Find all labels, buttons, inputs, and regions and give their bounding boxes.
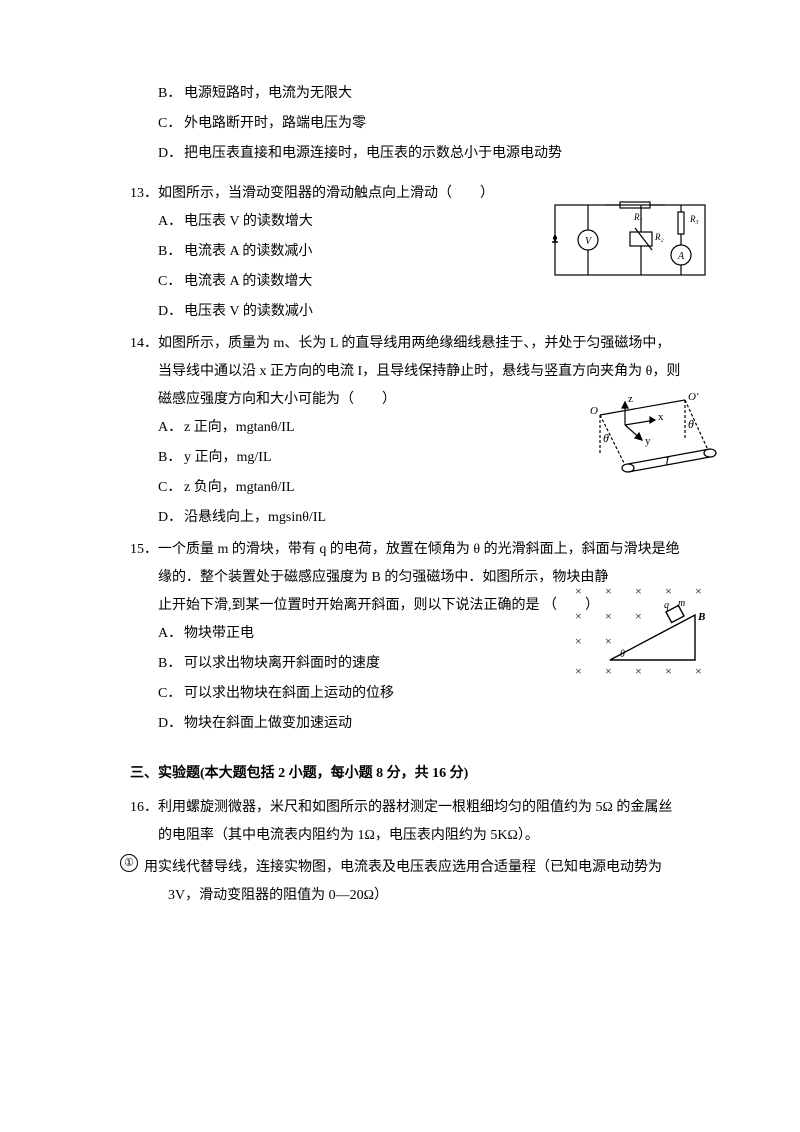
- question-number: 16．: [130, 794, 158, 850]
- q12-options: B． 电源短路时，电流为无限大 C． 外电路断开时，路端电压为零 D． 把电压表…: [158, 80, 700, 168]
- option-row: D． 电压表 V 的读数减小: [158, 298, 700, 326]
- sub-question-1: ① 用实线代替导线，连接实物图，电流表及电压表应选用合适量程（已知电源电动势为 …: [120, 854, 700, 910]
- incline-diagram-icon: × × × × × × × × × × × × × × × θ q m B: [570, 580, 710, 690]
- r3-label: R₃: [689, 214, 699, 224]
- sub-line: 用实线代替导线，连接实物图，电流表及电压表应选用合适量程（已知电源电动势为: [144, 854, 700, 882]
- b-label: B: [697, 611, 705, 623]
- question-number: 14．: [130, 330, 158, 414]
- svg-text:×: ×: [605, 664, 612, 678]
- option-letter: B．: [158, 238, 184, 266]
- y-label: y: [645, 435, 651, 447]
- option-text: 物块带正电: [184, 620, 254, 648]
- option-text: 电流表 A 的读数增大: [184, 268, 312, 296]
- q-label: q: [664, 600, 669, 611]
- svg-text:×: ×: [665, 584, 672, 598]
- circled-number-icon: ①: [120, 854, 138, 872]
- option-text: 沿悬线向上，mgsinθ/IL: [184, 504, 326, 532]
- option-letter: D．: [158, 710, 184, 738]
- m-label: m: [678, 598, 685, 609]
- question-number: 15．: [130, 536, 158, 620]
- x-label: x: [658, 411, 664, 423]
- theta-label-2: θ: [688, 417, 694, 431]
- theta-label: θ: [620, 649, 625, 660]
- option-letter: B．: [158, 444, 184, 472]
- svg-text:×: ×: [605, 609, 612, 623]
- svg-text:×: ×: [635, 609, 642, 623]
- stem-line: 利用螺旋测微器，米尺和如图所示的器材测定一根粗细均匀的阻值约为 5Ω 的金属丝: [158, 794, 700, 822]
- svg-text:×: ×: [575, 664, 582, 678]
- option-letter: B．: [158, 650, 184, 678]
- option-text: 电流表 A 的读数减小: [184, 238, 312, 266]
- stem-line: 当导线中通以沿 x 正方向的电流 I，且导线保持静止时，悬线与竖直方向夹角为 θ…: [158, 358, 700, 386]
- option-letter: C．: [158, 474, 184, 502]
- r1-label: R₁: [633, 212, 643, 222]
- option-letter: A．: [158, 620, 184, 648]
- svg-text:×: ×: [575, 634, 582, 648]
- option-letter: A．: [158, 414, 184, 442]
- svg-text:×: ×: [575, 609, 582, 623]
- sub-line: 3V，滑动变阻器的阻值为 0—20Ω）: [168, 882, 700, 910]
- option-letter: D．: [158, 140, 184, 168]
- svg-text:×: ×: [695, 664, 702, 678]
- section-3-header: 三、实验题(本大题包括 2 小题，每小题 8 分，共 16 分): [130, 760, 700, 788]
- question-16: 16． 利用螺旋测微器，米尺和如图所示的器材测定一根粗细均匀的阻值约为 5Ω 的…: [130, 794, 700, 910]
- question-stem: 16． 利用螺旋测微器，米尺和如图所示的器材测定一根粗细均匀的阻值约为 5Ω 的…: [130, 794, 700, 850]
- option-letter: C．: [158, 268, 184, 296]
- o-label: O: [590, 405, 598, 417]
- option-text: 电源短路时，电流为无限大: [184, 80, 352, 108]
- option-text: 可以求出物块在斜面上运动的位移: [184, 680, 394, 708]
- voltmeter-label: V: [585, 236, 593, 247]
- option-letter: C．: [158, 680, 184, 708]
- option-row: D． 把电压表直接和电源连接时，电压表的示数总小于电源电动势: [158, 140, 700, 168]
- option-text: y 正向，mg/IL: [184, 444, 272, 472]
- stem-line: 一个质量 m 的滑块，带有 q 的电荷，放置在倾角为 θ 的光滑斜面上，斜面与滑…: [158, 536, 700, 564]
- option-letter: D．: [158, 298, 184, 326]
- svg-text:×: ×: [635, 584, 642, 598]
- z-label: z: [628, 393, 633, 405]
- option-text: 电压表 V 的读数减小: [184, 298, 313, 326]
- r2-label: R₂: [654, 232, 664, 242]
- circuit-diagram-icon: V A R₁ R₂ R₃: [550, 200, 710, 290]
- stem-line: 的电阻率（其中电流表内阻约为 1Ω，电压表内阻约为 5KΩ）。: [158, 822, 700, 850]
- stem-line: 如图所示，质量为 m、长为 L 的直导线用两绝缘细线悬挂于、，并处于匀强磁场中，: [158, 330, 700, 358]
- option-row: C． 外电路断开时，路端电压为零: [158, 110, 700, 138]
- option-letter: D．: [158, 504, 184, 532]
- suspended-wire-diagram-icon: O O' x y z θ θ I: [580, 390, 720, 495]
- option-row: D． 沿悬线向上，mgsinθ/IL: [158, 504, 700, 532]
- option-text: 物块在斜面上做变加速运动: [184, 710, 352, 738]
- question-number: 13．: [130, 180, 158, 208]
- option-text: 外电路断开时，路端电压为零: [184, 110, 366, 138]
- option-text: 把电压表直接和电源连接时，电压表的示数总小于电源电动势: [184, 140, 562, 168]
- option-text: 可以求出物块离开斜面时的速度: [184, 650, 380, 678]
- option-row: D． 物块在斜面上做变加速运动: [158, 710, 700, 738]
- theta-label: θ: [603, 431, 609, 445]
- svg-text:×: ×: [635, 664, 642, 678]
- option-row: B． 电源短路时，电流为无限大: [158, 80, 700, 108]
- option-letter: A．: [158, 208, 184, 236]
- svg-text:×: ×: [575, 584, 582, 598]
- svg-text:×: ×: [605, 584, 612, 598]
- option-text: 电压表 V 的读数增大: [184, 208, 313, 236]
- option-text: z 负向，mgtanθ/IL: [184, 474, 295, 502]
- option-letter: C．: [158, 110, 184, 138]
- option-text: z 正向，mgtanθ/IL: [184, 414, 295, 442]
- ammeter-label: A: [677, 251, 685, 262]
- svg-text:×: ×: [695, 584, 702, 598]
- svg-text:×: ×: [605, 634, 612, 648]
- svg-text:×: ×: [665, 664, 672, 678]
- o-prime-label: O': [688, 391, 699, 403]
- option-letter: B．: [158, 80, 184, 108]
